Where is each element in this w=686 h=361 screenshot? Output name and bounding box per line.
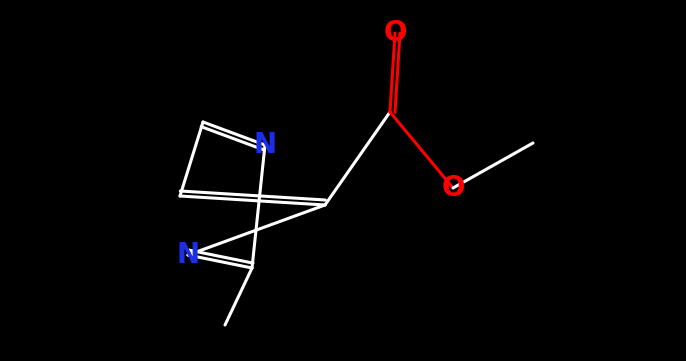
Text: N: N: [253, 131, 276, 159]
Text: N: N: [176, 241, 200, 269]
Text: O: O: [441, 174, 464, 202]
Text: O: O: [383, 19, 407, 47]
